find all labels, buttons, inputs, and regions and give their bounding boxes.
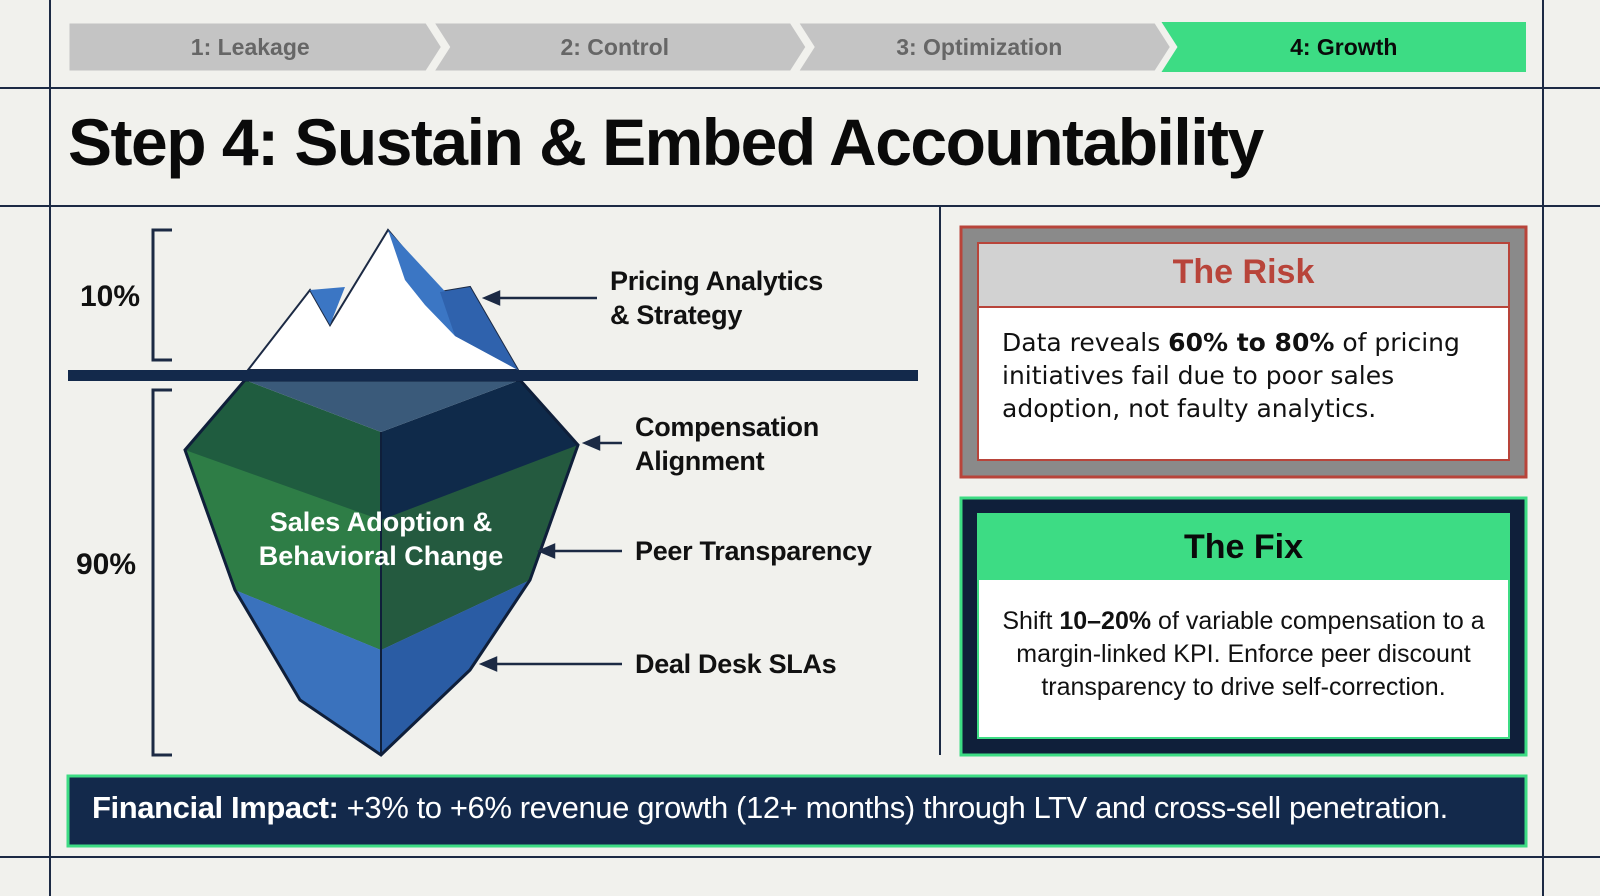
iceberg-label: Pricing Analytics & Strategy [610,264,823,332]
step-chevron [794,20,1174,74]
step-chevron [66,20,445,74]
iceberg [183,228,580,757]
emphasis: 10–20% [1059,607,1152,635]
fix-box [959,496,1528,757]
iceberg-center-label: Sales Adoption & Behavioral Change [231,505,531,573]
impact-banner [66,774,1528,848]
step-label: 4: Growth [1290,34,1397,60]
text-line: Deal Desk SLAs [635,649,837,679]
emphasis: Financial Impact: [92,790,339,825]
iceberg-label: Compensation Alignment [635,410,819,478]
text-line: Peer Transparency [635,536,872,566]
above-percent: 10% [80,280,141,313]
arrows [478,290,622,672]
text: of pricing initiatives fail due to poor … [1002,328,1460,423]
iceberg-label: Deal Desk SLAs [635,647,837,681]
text-line: Pricing Analytics [610,266,823,296]
step-label: 2: Control [560,34,669,60]
impact-text: Financial Impact: +3% to +6% revenue gro… [92,790,1512,826]
risk-body: Data reveals 60% to 80% of pricing initi… [1002,326,1502,425]
text-line: Compensation [635,412,819,442]
text: Shift [1002,607,1060,635]
risk-box [959,225,1528,479]
step-bar: 1: Leakage 2: Control 3: Optimization 4: Gr… [66,20,1526,74]
fix-body: Shift 10–20% of variable compensation to… [982,605,1505,704]
step-label: 3: Optimization [896,34,1062,60]
iceberg-label: Peer Transparency [635,534,872,568]
step-label: 1: Leakage [191,34,310,60]
step-chevron [429,20,809,74]
fix-title: The Fix [1183,528,1304,566]
step-chevron [1161,22,1526,72]
below-percent: 90% [76,548,137,581]
text-line: Behavioral Change [258,541,504,571]
text: +3% to +6% revenue growth (12+ months) t… [338,790,1449,825]
text-line: & Strategy [610,300,743,330]
text: of variable compensation to a margin-lin… [1016,607,1485,701]
title: Step 4: Sustain & Embed Accountability [68,105,1264,179]
risk-title: The Risk [1172,253,1315,291]
text-line: Sales Adoption & [269,507,493,537]
emphasis: 60% to 80% [1168,328,1335,357]
text: Data reveals [1002,328,1169,357]
text-line: Alignment [635,446,765,476]
waterline [68,370,918,381]
brackets [151,228,172,757]
